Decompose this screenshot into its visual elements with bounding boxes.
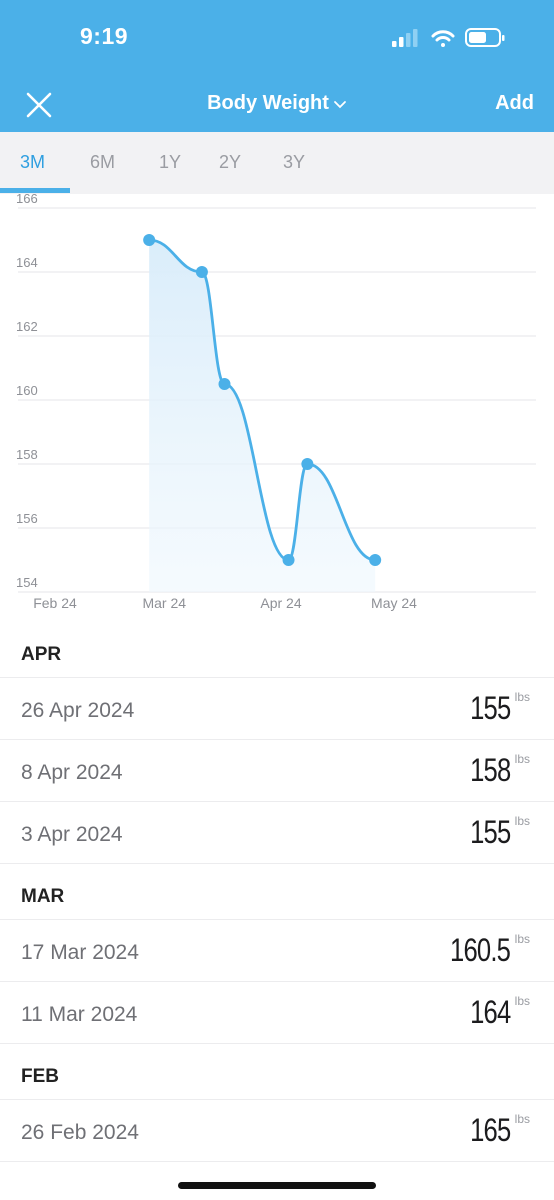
entry-unit: lbs — [514, 690, 530, 704]
weight-area — [149, 240, 376, 592]
y-tick-label: 166 — [16, 194, 38, 206]
range-tabs: 3M 6M 1Y 2Y 3Y — [0, 132, 554, 194]
month-header: MAR — [0, 864, 554, 920]
entry-weight: 155 — [469, 814, 511, 850]
list-item[interactable]: 8 Apr 2024 158 lbs — [0, 740, 554, 802]
y-tick-label: 156 — [16, 511, 38, 526]
x-tick-label: Feb 24 — [33, 595, 77, 611]
entry-weight: 155 — [469, 690, 511, 726]
entry-date: 26 Feb 2024 — [21, 1121, 139, 1144]
data-point — [218, 378, 231, 390]
y-tick-label: 160 — [16, 383, 38, 398]
entry-unit: lbs — [514, 814, 530, 828]
data-point — [301, 458, 314, 470]
entry-weight: 160.5 — [449, 932, 511, 968]
y-tick-label: 154 — [16, 575, 38, 590]
x-tick-label: Mar 24 — [142, 595, 186, 611]
entry-unit: lbs — [514, 752, 530, 766]
data-point — [143, 234, 156, 246]
list-item[interactable]: 26 Apr 2024 155 lbs — [0, 678, 554, 740]
weight-chart: 154 156 158 160 162 164 166 Feb 24 Mar 24 Apr 24 M… — [0, 191, 554, 622]
entry-unit: lbs — [514, 994, 530, 1008]
entry-date: 11 Mar 2024 — [21, 1003, 138, 1026]
entry-date: 26 Apr 2024 — [21, 699, 135, 722]
x-tick-label: Apr 24 — [260, 595, 301, 611]
entry-date: 17 Mar 2024 — [21, 941, 139, 964]
entry-date: 8 Apr 2024 — [21, 761, 123, 784]
home-indicator[interactable] — [178, 1182, 376, 1189]
data-point — [282, 554, 295, 566]
entry-weight: 164 — [469, 994, 511, 1030]
close-icon[interactable] — [24, 90, 54, 120]
tab-1y[interactable]: 1Y — [159, 152, 182, 172]
list-item[interactable]: 17 Mar 2024 160.5 lbs — [0, 920, 554, 982]
signal-icon — [392, 29, 418, 47]
y-tick-label: 162 — [16, 319, 38, 334]
weight-chart-svg: 154 156 158 160 162 164 166 Feb 24 Mar 24 Apr 24 M… — [16, 191, 536, 611]
tab-6m[interactable]: 6M — [90, 152, 116, 172]
x-tick-label: May 24 — [371, 595, 417, 611]
data-point — [195, 266, 208, 278]
data-point — [369, 554, 382, 566]
entry-unit: lbs — [514, 932, 530, 946]
battery-icon — [465, 28, 505, 47]
list-item[interactable]: 11 Mar 2024 164 lbs — [0, 982, 554, 1044]
entry-date: 3 Apr 2024 — [21, 823, 123, 846]
tab-3m[interactable]: 3M — [20, 152, 46, 172]
entry-weight: 165 — [469, 1112, 511, 1148]
y-tick-label: 164 — [16, 255, 38, 270]
status-icons — [392, 28, 505, 47]
chevron-down-icon — [334, 100, 346, 108]
list-item[interactable]: 26 Feb 2024 165 lbs — [0, 1100, 554, 1162]
entry-unit: lbs — [514, 1112, 530, 1126]
nav-title[interactable]: Body Weight — [0, 92, 554, 115]
list-item[interactable]: 3 Apr 2024 155 lbs — [0, 802, 554, 864]
header — [0, 0, 554, 132]
nav-title-label: Body Weight — [207, 92, 329, 114]
entry-weight: 158 — [469, 752, 511, 788]
month-header: APR — [0, 622, 554, 678]
status-time: 9:19 — [80, 23, 129, 49]
tab-3y[interactable]: 3Y — [283, 152, 306, 172]
tab-2y[interactable]: 2Y — [219, 152, 242, 172]
entries-list: APR 26 Apr 2024 155 lbs 8 Apr 2024 158 lbs 3 Ap… — [0, 622, 554, 1162]
active-tab-indicator — [0, 188, 70, 193]
y-tick-label: 158 — [16, 447, 38, 462]
wifi-icon — [431, 30, 455, 47]
month-header: FEB — [0, 1044, 554, 1100]
add-button[interactable]: Add — [495, 92, 534, 114]
